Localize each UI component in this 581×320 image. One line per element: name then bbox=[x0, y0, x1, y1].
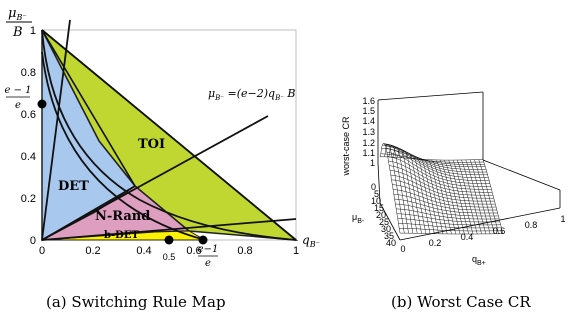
x3d-tick-0: 0 bbox=[400, 244, 405, 254]
x3d-tick-2: 0.4 bbox=[461, 232, 474, 242]
z-tick-3: 1.3 bbox=[362, 127, 375, 137]
box-back-left bbox=[377, 100, 381, 204]
switching-rule-map: TOI DET N-Rand b-DET 0 0.2 0.4 0.6 0.8 1… bbox=[4, 6, 319, 269]
y-axis-label-den: B bbox=[12, 25, 23, 40]
surface-mesh bbox=[379, 143, 504, 235]
line-nrand-top bbox=[41, 185, 136, 241]
line-diagonal bbox=[41, 29, 297, 241]
steep-line bbox=[41, 19, 71, 241]
mesh-line bbox=[418, 158, 439, 234]
z-tick-0: 1 bbox=[370, 158, 375, 168]
x3d-tick-5: 1 bbox=[560, 214, 565, 224]
marker-point-05 bbox=[164, 235, 174, 245]
x-tick-3: 0.6 bbox=[186, 245, 201, 257]
y-tick-3: 0.6 bbox=[21, 109, 36, 121]
x3d-axis-label: qB+ bbox=[472, 254, 486, 267]
y3d-tick-0: 0 bbox=[371, 182, 376, 192]
mesh-line bbox=[383, 143, 487, 170]
y3d-tick-7: 35 bbox=[384, 231, 394, 241]
x-tick-2: 0.4 bbox=[136, 245, 151, 257]
mesh-line bbox=[392, 146, 414, 234]
boundary-curve-lower bbox=[41, 51, 206, 241]
region-label-det: DET bbox=[58, 179, 89, 194]
mesh-line bbox=[414, 156, 435, 234]
z-tick-4: 1.4 bbox=[362, 116, 375, 126]
mesh-line bbox=[478, 159, 499, 234]
y-special-tick-num: e − 1 bbox=[4, 85, 31, 96]
region-label-b-det: b-DET bbox=[104, 230, 139, 241]
marker-point-e bbox=[198, 235, 208, 245]
x-tick-1: 0.2 bbox=[85, 245, 100, 257]
z-tick-2: 1.2 bbox=[362, 138, 375, 148]
y3d-tick-5: 25 bbox=[379, 217, 389, 227]
mesh-line bbox=[452, 160, 474, 235]
line-annotation: μB⁻ =(e−2)qB⁻ B bbox=[208, 87, 296, 102]
y3d-tick-3: 15 bbox=[374, 203, 384, 213]
y3d-tick-8: 40 bbox=[386, 238, 396, 248]
worst-case-cr-surface: 1 1.1 1.2 1.3 1.4 1.5 1.6 worst-case CR … bbox=[341, 91, 566, 267]
mesh-line bbox=[444, 160, 465, 235]
mesh-line bbox=[469, 159, 491, 234]
region-label-n-rand: N-Rand bbox=[95, 209, 150, 224]
box-base-right bbox=[482, 159, 561, 191]
x-tick-4: 0.8 bbox=[237, 245, 252, 257]
mesh-line bbox=[439, 159, 461, 235]
mesh-line bbox=[457, 159, 478, 235]
mesh-line bbox=[435, 159, 457, 235]
y3d-tick-1: 5 bbox=[374, 189, 379, 199]
y-special-tick-den: e bbox=[15, 100, 21, 111]
line-mu-eq bbox=[41, 115, 269, 241]
marker-point-y bbox=[37, 99, 47, 109]
mesh-line bbox=[379, 143, 401, 234]
y-tick-0: 0 bbox=[30, 235, 36, 247]
mesh-line bbox=[448, 160, 469, 235]
caption-a: (a) Switching Rule Map bbox=[46, 293, 226, 311]
mesh-line bbox=[465, 159, 487, 234]
z-tick-1: 1.1 bbox=[362, 148, 375, 158]
mesh-line bbox=[384, 144, 405, 234]
x-special-tick-e-num: e−1 bbox=[198, 244, 219, 255]
y3d-tick-6: 30 bbox=[381, 224, 391, 234]
z-tick-6: 1.6 bbox=[362, 96, 375, 106]
mesh-line bbox=[431, 159, 452, 235]
x-axis-label: qB⁻ bbox=[302, 233, 320, 249]
x-special-tick-e-den: e bbox=[205, 258, 211, 269]
line-flat bbox=[41, 218, 297, 241]
boundary-curve-upper bbox=[41, 29, 297, 241]
line-det-toi bbox=[41, 29, 136, 187]
x-special-tick-05: 0.5 bbox=[163, 252, 176, 262]
mesh-line bbox=[405, 152, 427, 234]
box-base-front bbox=[399, 207, 561, 241]
x3d-tick-1: 0.2 bbox=[429, 238, 442, 248]
y3d-tick-2: 10 bbox=[371, 196, 381, 206]
y-axis-label-num: μB⁻ bbox=[8, 6, 27, 22]
region-label-toi: TOI bbox=[138, 137, 165, 152]
y-tick-4: 0.8 bbox=[21, 67, 36, 79]
mesh-line bbox=[427, 159, 448, 234]
mesh-line bbox=[461, 159, 482, 234]
y3d-tick-4: 20 bbox=[376, 210, 386, 220]
x3d-tick-4: 0.8 bbox=[525, 220, 538, 230]
mesh-line bbox=[401, 150, 422, 234]
z-axis-label: worst-case CR bbox=[341, 116, 351, 177]
x-tick-0: 0 bbox=[39, 245, 45, 257]
mesh-line bbox=[388, 145, 409, 234]
mesh-line bbox=[396, 148, 418, 234]
y-tick-2: 0.4 bbox=[21, 151, 36, 163]
mesh-line bbox=[482, 159, 504, 234]
mesh-line bbox=[409, 154, 431, 234]
y-tick-5: 1 bbox=[30, 25, 36, 37]
y-tick-1: 0.2 bbox=[21, 193, 36, 205]
x-tick-5: 1 bbox=[293, 245, 299, 257]
z-tick-5: 1.5 bbox=[362, 106, 375, 116]
x3d-tick-3: 0.6 bbox=[493, 226, 506, 236]
box-base-left bbox=[379, 202, 401, 241]
mesh-line bbox=[422, 159, 444, 234]
box-back-top bbox=[377, 91, 484, 101]
mesh-line bbox=[474, 159, 495, 234]
caption-b: (b) Worst Case CR bbox=[391, 293, 531, 311]
y3d-axis-label: μB- bbox=[352, 212, 365, 225]
